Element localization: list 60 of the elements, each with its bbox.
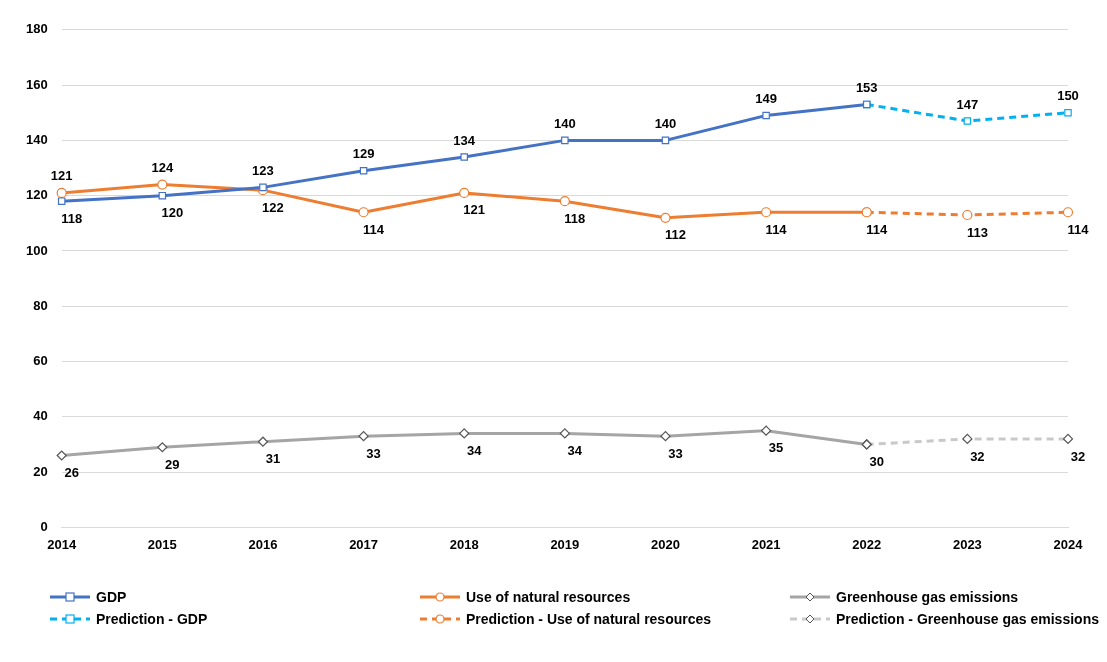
data-label: 140: [654, 115, 677, 131]
x-tick-label: 2014: [47, 536, 77, 552]
y-tick-label: 100: [25, 242, 48, 258]
data-label: 31: [265, 451, 281, 467]
x-tick-label: 2022: [852, 536, 882, 552]
data-label: 140: [553, 115, 576, 131]
data-label: 129: [352, 146, 375, 162]
data-label: 120: [161, 205, 184, 221]
x-tick-label: 2023: [952, 536, 982, 552]
y-tick-label: 120: [25, 187, 48, 203]
legend-label: Prediction - Use of natural resources: [466, 611, 712, 627]
y-tick-label: 160: [25, 76, 48, 92]
data-label: 32: [970, 448, 985, 464]
data-label: 114: [363, 221, 385, 237]
data-label: 29: [165, 456, 180, 472]
data-label: 118: [564, 210, 586, 226]
data-label: 149: [755, 91, 777, 107]
data-label: 114: [1067, 221, 1090, 237]
data-label: 114: [866, 221, 888, 237]
data-label: 124: [151, 160, 174, 176]
data-label: 150: [1057, 88, 1079, 104]
x-tick-label: 2020: [651, 536, 680, 552]
x-tick-label: 2021: [751, 536, 781, 552]
y-tick-label: 180: [25, 21, 48, 37]
data-label: 147: [956, 96, 979, 112]
data-label: 33: [366, 445, 381, 461]
data-label: 32: [1070, 448, 1086, 464]
data-label: 114: [765, 221, 788, 237]
data-label: 34: [466, 442, 483, 458]
data-label: 34: [567, 442, 583, 458]
data-label: 123: [252, 162, 274, 178]
data-label: 122: [262, 199, 284, 215]
data-label: 134: [453, 132, 476, 148]
data-label: 26: [64, 465, 79, 481]
x-tick-label: 2017: [349, 536, 379, 552]
y-tick-label: 0: [40, 518, 48, 534]
data-label: 35: [768, 440, 784, 456]
data-label: 30: [869, 454, 884, 470]
y-tick-label: 40: [33, 408, 48, 424]
y-tick-label: 80: [33, 297, 48, 313]
data-label: 121: [463, 202, 486, 218]
data-label: 113: [966, 224, 988, 240]
legend-label: Greenhouse gas emissions: [836, 589, 1019, 605]
x-tick-label: 2024: [1053, 536, 1084, 552]
y-tick-label: 140: [25, 131, 48, 147]
data-label: 112: [664, 227, 686, 243]
legend-label: Prediction - Greenhouse gas emissions: [836, 611, 1099, 627]
x-tick-label: 2016: [248, 536, 278, 552]
x-tick-label: 2018: [449, 536, 479, 552]
data-label: 153: [855, 80, 878, 96]
x-tick-label: 2015: [147, 536, 177, 552]
data-label: 33: [668, 445, 683, 461]
y-tick-label: 20: [33, 463, 48, 479]
y-tick-label: 60: [33, 353, 48, 369]
legend-label: Prediction - GDP: [96, 611, 208, 627]
legend-label: GDP: [96, 589, 127, 605]
data-label: 121: [50, 168, 73, 184]
x-tick-label: 2019: [550, 536, 580, 552]
legend-label: Use of natural resources: [466, 589, 631, 605]
data-label: 118: [61, 210, 83, 226]
